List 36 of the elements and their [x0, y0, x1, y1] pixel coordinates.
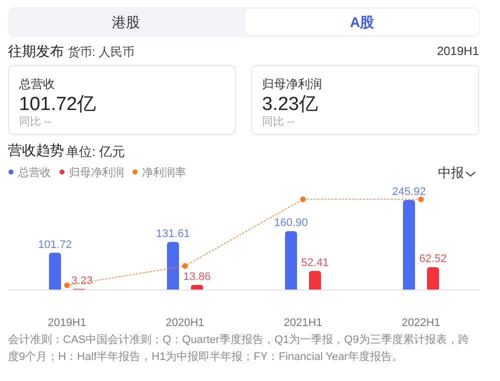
data-label: 3.23 [71, 274, 93, 287]
x-tick-label: 2020H1 [166, 317, 204, 329]
bar [167, 242, 179, 290]
bar [49, 252, 61, 290]
legend-label: 归母净利润 [69, 166, 124, 179]
text: 往期发布 [8, 43, 64, 61]
x-tick-label: 2022H1 [402, 317, 440, 329]
text: 货币: 人民币 [68, 44, 135, 61]
text: A股 [245, 7, 479, 37]
text: 2019H1 [436, 44, 479, 58]
bar [285, 231, 297, 290]
legend-label: 净利润率 [142, 166, 186, 179]
chart-subtitle: 单位: 亿元 [66, 143, 126, 161]
text: 会计准则：CAS中国会计准则；Q：Quarter季度报告，Q1为一季报，Q9为三季度累计报表，跨度9个月；H：Half半年报告，H1为中报即半年报；FY：Financial Year年度报告。 [8, 332, 470, 365]
text: 101.72亿 [19, 93, 96, 116]
bar [427, 267, 439, 290]
data-label: 245.92 [392, 186, 426, 198]
data-label: 62.52 [419, 253, 447, 266]
text: 3.23亿 [262, 93, 318, 116]
legend-label: 总营收 [17, 166, 51, 179]
text: 归母净利润 [262, 76, 322, 93]
x-tick-label: 2021H1 [284, 317, 322, 329]
text: 同比 -- [19, 115, 52, 129]
chart-title: 营收趋势 [8, 142, 64, 160]
text: 同比 -- [262, 115, 294, 129]
text: 总营收 [19, 76, 55, 93]
data-label: 52.41 [301, 256, 329, 269]
x-tick-label: 2019H1 [48, 317, 86, 329]
data-label: 101.72 [38, 238, 72, 251]
bar [403, 200, 415, 290]
text: 港股 [111, 13, 141, 32]
bar [309, 270, 321, 290]
text: 中报 [438, 164, 464, 182]
data-label: 13.86 [183, 270, 211, 283]
data-label: 131.61 [156, 228, 190, 240]
data-label: 160.90 [274, 217, 308, 230]
